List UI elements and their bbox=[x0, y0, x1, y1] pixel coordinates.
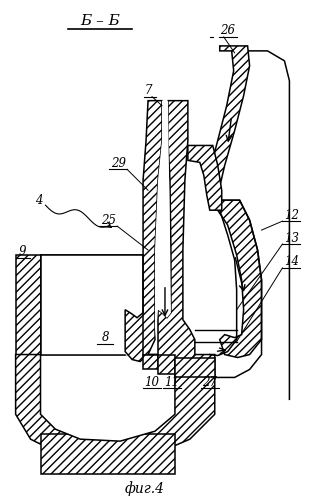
Text: 7: 7 bbox=[144, 84, 152, 97]
Polygon shape bbox=[143, 354, 158, 370]
Polygon shape bbox=[188, 146, 222, 210]
Text: 26: 26 bbox=[220, 24, 235, 38]
Polygon shape bbox=[155, 100, 171, 340]
Polygon shape bbox=[15, 354, 215, 459]
Polygon shape bbox=[40, 434, 175, 474]
Polygon shape bbox=[210, 46, 250, 195]
Text: 12: 12 bbox=[284, 208, 299, 222]
Polygon shape bbox=[158, 100, 195, 370]
Polygon shape bbox=[158, 354, 175, 374]
Text: 4: 4 bbox=[35, 194, 42, 206]
Text: 14: 14 bbox=[284, 256, 299, 268]
Text: 8: 8 bbox=[101, 331, 109, 344]
Polygon shape bbox=[40, 354, 175, 441]
Polygon shape bbox=[40, 255, 143, 354]
Text: Б – Б: Б – Б bbox=[80, 14, 120, 28]
Polygon shape bbox=[218, 200, 262, 358]
Text: 25: 25 bbox=[101, 214, 116, 226]
Polygon shape bbox=[175, 358, 215, 378]
Polygon shape bbox=[125, 100, 162, 362]
Polygon shape bbox=[215, 51, 289, 444]
Text: фиг.4: фиг.4 bbox=[125, 482, 165, 496]
Text: 9: 9 bbox=[19, 246, 26, 258]
Text: 29: 29 bbox=[111, 157, 126, 170]
Text: 10: 10 bbox=[144, 376, 160, 389]
Text: 13: 13 bbox=[284, 232, 299, 244]
Text: 11: 11 bbox=[164, 376, 179, 389]
Text: 27: 27 bbox=[202, 376, 217, 389]
Polygon shape bbox=[15, 255, 40, 414]
